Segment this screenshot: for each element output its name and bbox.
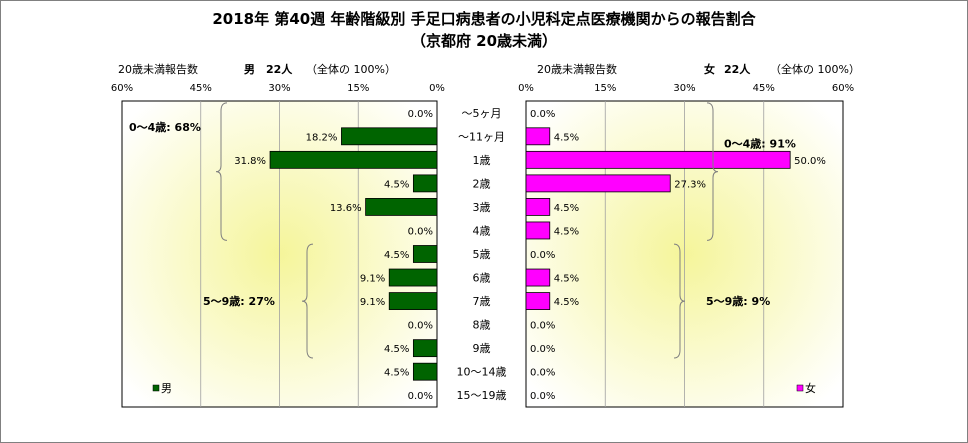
male-bar <box>341 127 438 146</box>
male-value-label: 9.1% <box>360 297 385 308</box>
male-value-label: 0.0% <box>408 321 433 332</box>
left-header-sex: 男 <box>244 63 255 76</box>
chart-subtitle: （京都府 20歳未満） <box>410 32 558 50</box>
female-0-4-bracket <box>706 102 719 241</box>
female-value-label: 0.0% <box>530 321 555 332</box>
male-0-4-summary: 0～4歳: 68% <box>129 120 201 134</box>
female-legend-swatch <box>796 384 804 392</box>
male-value-label: 13.6% <box>330 203 362 214</box>
female-bar <box>525 292 551 310</box>
male-bar <box>412 339 438 358</box>
female-x-tick-label: 45% <box>753 83 775 94</box>
age-category-label: ～5ヶ月 <box>462 107 502 120</box>
age-category-label: 10～14歳 <box>457 366 507 379</box>
age-category-label: 4歳 <box>473 224 491 237</box>
female-value-label: 4.5% <box>554 203 579 214</box>
male-bar <box>388 292 438 310</box>
age-category-label: 3歳 <box>473 201 491 214</box>
male-legend-swatch <box>152 384 160 392</box>
age-category-label: 1歳 <box>473 154 491 167</box>
age-category-label: 6歳 <box>473 272 491 285</box>
female-bar <box>525 150 791 169</box>
age-category-label: 7歳 <box>473 295 491 308</box>
male-5-9-summary: 5～9歳: 27% <box>203 294 275 308</box>
male-value-label: 0.0% <box>408 226 433 237</box>
female-value-label: 4.5% <box>554 297 579 308</box>
male-x-tick-label: 30% <box>268 83 290 94</box>
female-value-label: 50.0% <box>794 156 826 167</box>
female-value-label: 0.0% <box>530 391 555 402</box>
left-header-count: 22人 <box>266 63 293 76</box>
male-value-label: 4.5% <box>384 179 409 190</box>
male-bar <box>269 150 438 169</box>
male-value-label: 0.0% <box>408 109 433 120</box>
female-bar <box>525 127 551 146</box>
male-x-tick-label: 15% <box>347 83 369 94</box>
male-bar <box>388 268 438 287</box>
male-bar <box>412 174 438 193</box>
female-value-label: 4.5% <box>554 226 579 237</box>
female-bar <box>525 268 551 287</box>
female-value-label: 4.5% <box>554 132 579 143</box>
female-x-tick-label: 15% <box>594 83 616 94</box>
female-bar <box>525 198 551 216</box>
right-header-label: 20歳未満報告数 <box>537 63 617 76</box>
female-x-tick-label: 0% <box>518 83 534 94</box>
male-bar <box>412 362 438 381</box>
female-legend-label: 女 <box>805 381 816 395</box>
male-value-label: 4.5% <box>384 250 409 261</box>
age-category-label: 9歳 <box>473 342 491 355</box>
male-5-9-bracket <box>301 243 314 359</box>
age-category-label: 5歳 <box>473 248 491 261</box>
female-bar <box>525 174 671 193</box>
right-header-note: （全体の 100%） <box>770 63 860 76</box>
female-x-tick-label: 30% <box>673 83 695 94</box>
male-x-tick-label: 0% <box>429 83 445 94</box>
female-value-label: 0.0% <box>530 344 555 355</box>
chart-title: 2018年 第40週 年齢階級別 手足口病患者の小児科定点医療機関からの報告割合 <box>212 10 756 28</box>
male-value-label: 31.8% <box>234 156 266 167</box>
male-legend-label: 男 <box>161 382 172 395</box>
female-value-label: 0.0% <box>530 368 555 379</box>
male-value-label: 18.2% <box>306 132 338 143</box>
right-header-sex: 女 <box>704 63 715 76</box>
male-value-label: 4.5% <box>384 368 409 379</box>
male-value-label: 4.5% <box>384 344 409 355</box>
female-0-4-summary: 0～4歳: 91% <box>724 137 796 151</box>
male-value-label: 0.0% <box>408 391 433 402</box>
left-header-label: 20歳未満報告数 <box>118 63 198 76</box>
female-5-9-summary: 5～9歳: 9% <box>706 294 770 308</box>
male-bar <box>365 198 438 216</box>
female-value-label: 0.0% <box>530 250 555 261</box>
female-value-label: 4.5% <box>554 274 579 285</box>
female-5-9-bracket <box>673 243 686 359</box>
left-header-note: （全体の 100%） <box>306 63 396 76</box>
right-header-count: 22人 <box>724 63 751 76</box>
male-value-label: 9.1% <box>360 274 385 285</box>
male-x-tick-label: 60% <box>111 83 133 94</box>
male-0-4-bracket <box>215 102 228 241</box>
male-bar <box>412 245 438 263</box>
age-category-label: 2歳 <box>473 177 491 190</box>
female-bar <box>525 221 551 240</box>
age-category-label: 8歳 <box>473 319 491 332</box>
female-x-tick-label: 60% <box>832 83 854 94</box>
age-category-label: ～11ヶ月 <box>458 130 505 143</box>
female-value-label: 0.0% <box>530 109 555 120</box>
age-category-label: 15～19歳 <box>457 389 507 402</box>
female-value-label: 27.3% <box>674 179 706 190</box>
male-x-tick-label: 45% <box>190 83 212 94</box>
